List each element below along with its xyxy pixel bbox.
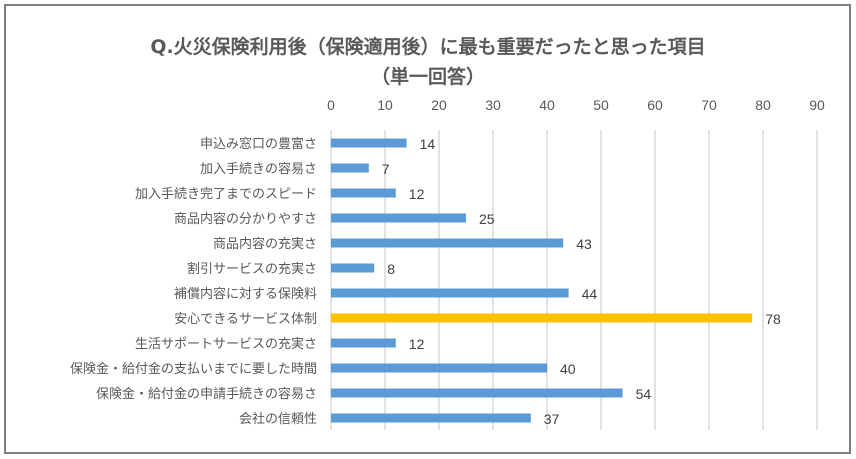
- category-label: 加入手続きの容易さ: [200, 161, 317, 177]
- category-label: 生活サポートサービスの充実さ: [135, 336, 317, 352]
- data-label: 7: [382, 161, 390, 177]
- category-label: 保険金・給付金の支払いまでに要した時間: [70, 361, 317, 377]
- category-label: 加入手続き完了までのスピード: [135, 187, 317, 202]
- data-label: 12: [409, 336, 425, 352]
- x-tick-label: 30: [485, 97, 501, 113]
- data-label: 54: [636, 386, 652, 402]
- chart-frame: [4, 4, 851, 454]
- gridlines: [330, 130, 818, 430]
- data-label: 43: [576, 236, 592, 252]
- category-label: 補償内容に対する保険料: [174, 286, 317, 302]
- bar: [331, 238, 564, 248]
- x-tick-label: 60: [647, 97, 663, 113]
- category-label: 商品内容の分かりやすさ: [174, 211, 317, 227]
- bar: [331, 138, 407, 148]
- data-label: 14: [420, 136, 436, 152]
- chart-subtitle: （単一回答）: [370, 66, 485, 88]
- data-label: 8: [387, 261, 395, 277]
- data-label: 40: [560, 361, 576, 377]
- data-label: 44: [582, 286, 598, 302]
- category-label: 割引サービスの充実さ: [187, 261, 317, 277]
- bar: [331, 413, 531, 423]
- data-label: 12: [409, 186, 425, 202]
- bar: [331, 338, 396, 348]
- x-tick-label: 40: [539, 97, 555, 113]
- bar: [331, 188, 396, 198]
- x-tick-label: 50: [593, 97, 609, 113]
- category-label: 保険金・給付金の申請手続きの容易さ: [96, 386, 317, 402]
- category-label: 商品内容の充実さ: [213, 236, 317, 252]
- bar: [331, 313, 753, 323]
- data-labels: 14 7 12 25 43 8 44 78 12 40 54 37: [382, 136, 781, 427]
- category-label: 申込み窓口の豊富さ: [200, 136, 317, 152]
- bar: [331, 163, 369, 173]
- x-tick-label: 70: [701, 97, 717, 113]
- bars: [331, 138, 753, 423]
- x-tick-label: 20: [431, 97, 447, 113]
- data-label: 78: [765, 311, 781, 327]
- bar: [331, 363, 547, 373]
- x-tick-label: 90: [809, 97, 825, 113]
- bar: [331, 288, 569, 298]
- x-axis-ticks: 0 10 20 30 40 50 60 70 80 90: [327, 97, 825, 113]
- data-label: 37: [544, 411, 560, 427]
- x-tick-label: 80: [755, 97, 771, 113]
- data-label: 25: [479, 211, 495, 227]
- category-label: 会社の信頼性: [239, 411, 317, 427]
- bar: [331, 388, 623, 398]
- bar: [331, 263, 375, 273]
- chart-title: Q.火災保険利用後（保険適用後）に最も重要だったと思った項目: [150, 36, 706, 58]
- category-label: 安心できるサービス体制: [174, 312, 317, 327]
- category-labels: 申込み窓口の豊富さ加入手続きの容易さ加入手続き完了までのスピード商品内容の分かり…: [70, 136, 317, 427]
- x-tick-label: 10: [377, 97, 393, 113]
- x-tick-label: 0: [327, 97, 335, 113]
- bar: [331, 213, 466, 223]
